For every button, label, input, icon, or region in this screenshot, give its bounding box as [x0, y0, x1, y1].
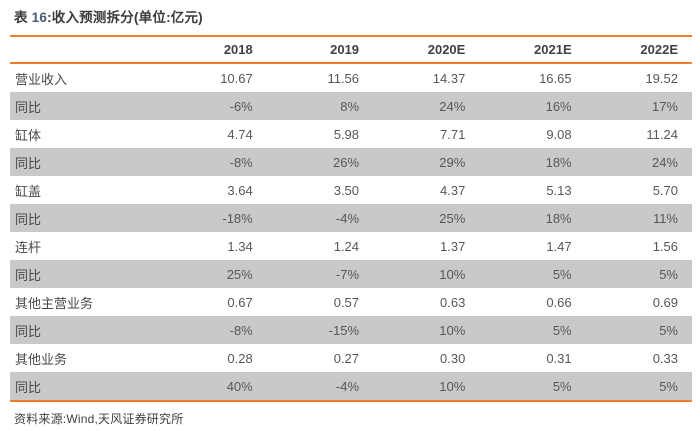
table-row: 营业收入 10.67 11.56 14.37 16.65 19.52 [10, 63, 692, 92]
source-note: 资料来源:Wind,天风证券研究所 [14, 412, 184, 426]
header-year-2021e: 2021E [479, 36, 586, 64]
table-cell: 16.65 [539, 70, 572, 86]
table-cell: 11.56 [327, 70, 360, 86]
table-cell: 25% [160, 260, 267, 288]
table-cell: 5% [479, 316, 586, 344]
table-cell: 29% [373, 148, 480, 176]
header-year-2019: 2019 [266, 36, 374, 64]
table-cell: -8% [160, 148, 267, 176]
table-row: 缸体 4.74 5.98 7.71 9.08 11.24 [10, 120, 692, 148]
row-label: 同比 [10, 260, 161, 288]
table-title-text: :收入预测拆分(单位:亿元) [47, 10, 203, 25]
table-cell: 17% [585, 92, 692, 120]
table-cell: 3.64 [227, 182, 253, 198]
table-cell: 0.57 [333, 294, 360, 310]
table-cell: 5% [585, 372, 692, 401]
table-cell: 19.52 [645, 70, 678, 86]
table-cell: 25% [373, 204, 480, 232]
table-cell: 24% [585, 148, 692, 176]
table-title: 表 16:收入预测拆分(单位:亿元) [14, 8, 690, 28]
table-title-prefix: 表 [14, 10, 32, 25]
table-row: 同比 -8% -15% 10% 5% 5% [10, 316, 692, 344]
table-cell: -4% [266, 372, 374, 401]
row-label: 同比 [10, 316, 161, 344]
table-cell: 5.98 [333, 126, 360, 142]
table-cell: 0.27 [333, 350, 360, 366]
table-cell: 7.71 [440, 126, 466, 142]
header-year-2020e: 2020E [373, 36, 480, 64]
table-row: 其他主营业务 0.67 0.57 0.63 0.66 0.69 [10, 288, 692, 316]
row-label: 同比 [10, 372, 161, 401]
row-label: 同比 [10, 92, 161, 120]
table-cell: 1.47 [546, 238, 572, 254]
row-label: 缸体 [15, 127, 42, 143]
table-cell: 10% [373, 316, 480, 344]
table-row: 同比 25% -7% 10% 5% 5% [10, 260, 692, 288]
header-year-2018: 2018 [160, 36, 267, 64]
table-cell: 5% [585, 260, 692, 288]
table-cell: 3.50 [333, 182, 360, 198]
table-header-row: 2018 2019 2020E 2021E 2022E [10, 36, 692, 64]
table-cell: 0.31 [546, 350, 572, 366]
revenue-forecast-table: 2018 2019 2020E 2021E 2022E 营业收入 10.67 1… [10, 35, 692, 402]
table-cell: 0.63 [440, 294, 466, 310]
table-cell: 18% [479, 204, 586, 232]
table-cell: 1.34 [227, 238, 253, 254]
table-cell: 0.66 [546, 294, 572, 310]
row-label: 同比 [10, 148, 161, 176]
table-cell: 4.37 [440, 182, 466, 198]
table-cell: -18% [160, 204, 267, 232]
table-cell: -15% [266, 316, 374, 344]
row-label: 营业收入 [15, 71, 68, 87]
table-cell: 1.37 [440, 238, 466, 254]
table-cell: 10.67 [220, 70, 253, 86]
table-cell: 4.74 [227, 126, 253, 142]
header-blank-cell [10, 36, 161, 64]
table-cell: 5% [479, 260, 586, 288]
table-cell: 5% [479, 372, 586, 401]
table-cell: 0.33 [652, 350, 678, 366]
table-cell: 0.67 [227, 294, 253, 310]
table-title-number: 16 [31, 10, 48, 25]
header-year-2022e: 2022E [585, 36, 692, 64]
table-cell: -7% [266, 260, 374, 288]
row-label: 其他业务 [15, 351, 68, 367]
table-cell: 1.24 [333, 238, 360, 254]
table-cell: 11% [585, 204, 692, 232]
table-cell: 8% [266, 92, 374, 120]
table-row: 同比 -8% 26% 29% 18% 24% [10, 148, 692, 176]
table-cell: 0.28 [227, 350, 253, 366]
table-cell: 11.24 [646, 126, 678, 142]
table-cell: 24% [373, 92, 480, 120]
table-cell: -4% [266, 204, 374, 232]
table-cell: 16% [479, 92, 586, 120]
table-cell: 10% [373, 260, 480, 288]
table-cell: -6% [160, 92, 267, 120]
table-cell: 0.69 [652, 294, 678, 310]
row-label: 同比 [10, 204, 161, 232]
table-cell: 5.70 [652, 182, 678, 198]
table-row: 其他业务 0.28 0.27 0.30 0.31 0.33 [10, 344, 692, 372]
table-cell: 26% [266, 148, 374, 176]
table-cell: 0.30 [440, 350, 466, 366]
row-label: 连杆 [15, 239, 42, 255]
table-cell: 18% [479, 148, 586, 176]
table-row: 连杆 1.34 1.24 1.37 1.47 1.56 [10, 232, 692, 260]
table-cell: 14.37 [432, 70, 466, 86]
table-cell: -8% [160, 316, 267, 344]
table-row: 同比 -6% 8% 24% 16% 17% [10, 92, 692, 120]
table-cell: 40% [160, 372, 267, 401]
table-cell: 9.08 [546, 126, 572, 142]
row-label: 其他主营业务 [15, 295, 94, 311]
table-cell: 1.56 [652, 238, 678, 254]
table-row: 同比 -18% -4% 25% 18% 11% [10, 204, 692, 232]
table-cell: 10% [373, 372, 480, 401]
row-label: 缸盖 [15, 183, 42, 199]
table-row: 同比 40% -4% 10% 5% 5% [10, 372, 692, 401]
table-cell: 5.13 [546, 182, 572, 198]
table-row: 缸盖 3.64 3.50 4.37 5.13 5.70 [10, 176, 692, 204]
table-cell: 5% [585, 316, 692, 344]
